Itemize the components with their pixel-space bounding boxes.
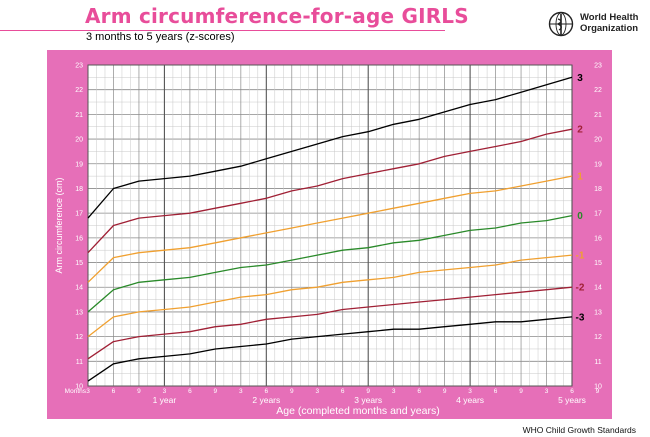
x-year-label: 5 years: [558, 395, 586, 405]
x-month-tick-label: 3: [239, 388, 243, 395]
y-tick-label-right: 20: [594, 137, 602, 144]
y-tick-label-right: 11: [594, 359, 601, 366]
x-month-tick-label: 3: [468, 388, 472, 395]
footer-credit: WHO Child Growth Standards: [522, 425, 636, 435]
x-month-tick-label: 3: [315, 388, 319, 395]
y-tick-label: 15: [75, 260, 83, 267]
chart-subtitle: 3 months to 5 years (z-scores): [86, 31, 235, 43]
z-score-label-1: 1: [577, 172, 583, 183]
y-tick-label: 11: [76, 359, 83, 366]
x-month-tick-label: 6: [417, 388, 421, 395]
z-score-label--2: -2: [576, 283, 585, 294]
x-month-tick-label: 3: [545, 388, 549, 395]
x-month-tick-label: 9: [596, 388, 600, 395]
y-tick-label: 19: [75, 161, 83, 168]
y-tick-label: 22: [75, 87, 83, 94]
x-month-tick-label: 6: [341, 388, 345, 395]
x-month-tick-label: 3: [86, 388, 90, 395]
z-score-line--1: [87, 254, 573, 338]
y-tick-label-right: 19: [594, 161, 602, 168]
x-month-tick-label: 9: [290, 388, 294, 395]
x-month-tick-label: 6: [188, 388, 192, 395]
z-score-line--3: [87, 316, 573, 382]
y-tick-label-right: 16: [594, 235, 602, 242]
y-tick-label-right: 14: [594, 285, 602, 292]
z-score-label--3: -3: [576, 312, 585, 323]
y-tick-label: 14: [75, 285, 83, 292]
y-tick-label: 18: [75, 186, 83, 193]
y-tick-label: 12: [75, 334, 83, 341]
x-year-label: 1 year: [153, 395, 177, 405]
chart-frame: 10 10 11 11 12 12 13 13 14 14 15 15 16 16 17 17 18 18 19 19…: [47, 50, 612, 419]
z-score-line-2: [87, 128, 573, 254]
y-tick-label-right: 15: [594, 260, 602, 267]
z-score-line-1: [87, 175, 573, 283]
y-tick-label: 21: [75, 112, 83, 119]
x-month-tick-label: 3: [163, 388, 167, 395]
x-year-label: 2 years: [252, 395, 280, 405]
organization-name-line1: World Health: [580, 12, 639, 23]
y-tick-label-right: 12: [594, 334, 602, 341]
y-tick-label-right: 21: [594, 112, 602, 119]
x-year-label: 3 years: [354, 395, 382, 405]
y-tick-label-right: 10: [594, 384, 602, 391]
y-tick-label: 17: [75, 211, 83, 218]
y-tick-label: 10: [75, 384, 83, 391]
x-month-tick-label: 6: [494, 388, 498, 395]
y-tick-label: 23: [75, 63, 83, 70]
x-month-tick-label: 9: [366, 388, 370, 395]
z-score-label-2: 2: [577, 125, 583, 136]
x-axis-label: Age (completed months and years): [276, 405, 439, 417]
x-month-tick-label: 6: [265, 388, 269, 395]
x-months-prefix: Months: [65, 388, 87, 395]
plot-border: [87, 64, 573, 387]
y-axis-label: Arm circumference (cm): [54, 177, 64, 273]
title-underline: [0, 30, 445, 31]
y-tick-label-right: 22: [594, 87, 602, 94]
z-score-label--1: -1: [576, 251, 585, 262]
organization-name: World Health Organization: [580, 12, 638, 34]
y-tick-label: 16: [75, 235, 83, 242]
y-tick-label-right: 18: [594, 186, 602, 193]
organization-name-line2: Organization: [580, 23, 639, 34]
who-emblem-icon: [548, 11, 574, 37]
chart-title: Arm circumference-for-age GIRLS: [85, 4, 469, 28]
who-logo: World Health Organization: [548, 9, 648, 43]
z-score-label-3: 3: [577, 73, 583, 84]
z-score-line-0: [87, 214, 573, 313]
x-month-tick-label: 6: [570, 388, 574, 395]
z-score-line-3: [87, 76, 573, 219]
y-tick-label-right: 17: [594, 211, 602, 218]
x-month-tick-label: 9: [214, 388, 218, 395]
x-month-tick-label: 3: [392, 388, 396, 395]
y-tick-label-right: 23: [594, 63, 602, 70]
y-tick-label-right: 13: [594, 309, 602, 316]
y-tick-label: 13: [75, 309, 83, 316]
y-tick-label: 20: [75, 137, 83, 144]
x-month-tick-label: 9: [137, 388, 141, 395]
x-month-tick-label: 6: [112, 388, 116, 395]
z-score-line--2: [87, 286, 573, 360]
x-month-tick-label: 9: [519, 388, 523, 395]
x-year-label: 4 years: [456, 395, 484, 405]
z-score-label-0: 0: [577, 211, 583, 222]
x-month-tick-label: 9: [443, 388, 447, 395]
